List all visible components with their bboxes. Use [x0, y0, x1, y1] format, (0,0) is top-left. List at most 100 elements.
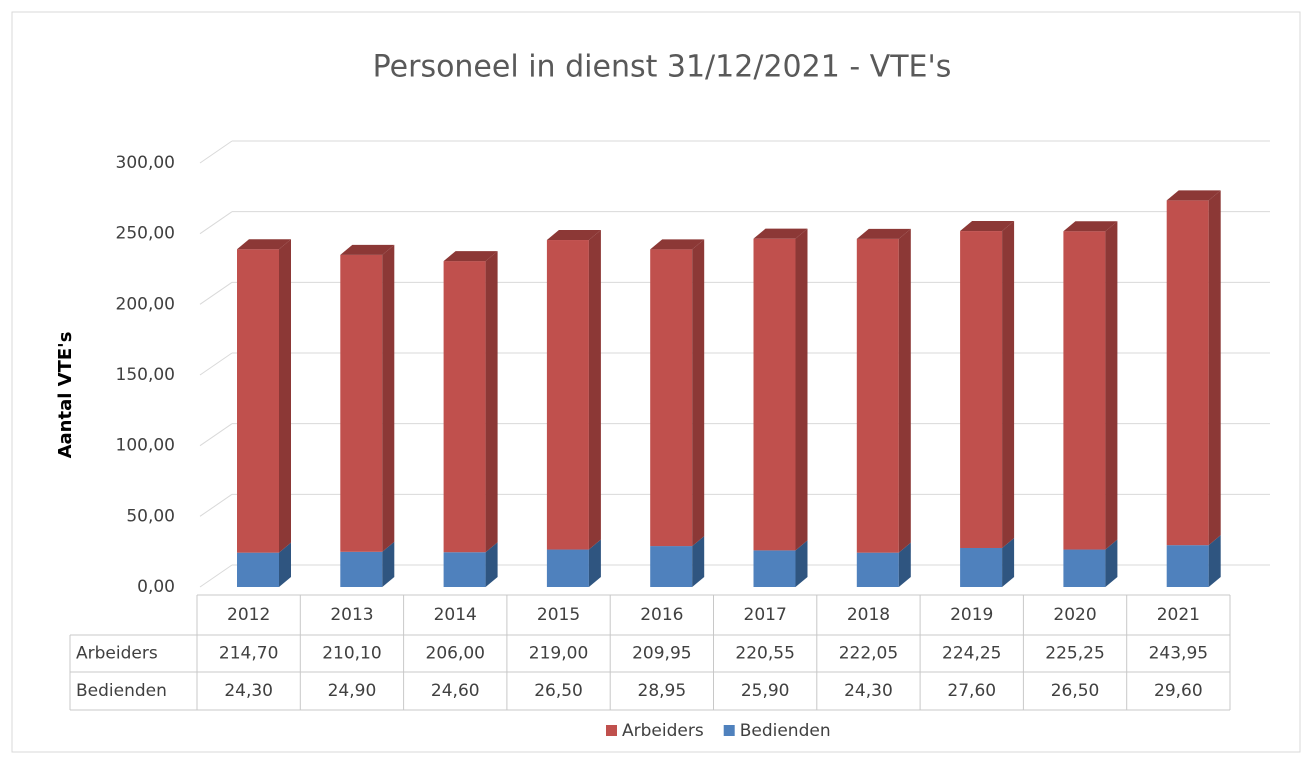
bar-side	[1002, 537, 1015, 587]
table-value: 206,00	[426, 644, 485, 664]
y-tick-label: 50,00	[126, 506, 175, 526]
bar	[546, 549, 589, 587]
x-tick-label: 2016	[640, 605, 683, 625]
table-value: 28,95	[638, 681, 687, 701]
bar-side	[382, 541, 395, 587]
bar	[340, 254, 383, 552]
bar	[960, 231, 1003, 548]
y-tick-label: 200,00	[116, 294, 175, 314]
bar-side	[588, 539, 601, 587]
bar	[650, 249, 693, 547]
bar	[237, 249, 279, 553]
bar-side	[795, 228, 808, 551]
bar-top	[960, 221, 1015, 232]
bar	[1063, 231, 1106, 550]
x-tick-label: 2021	[1157, 605, 1200, 625]
y-tick-label: 150,00	[116, 365, 175, 385]
chart-title: Personeel in dienst 31/12/2021 - VTE's	[373, 50, 952, 85]
bar-side	[898, 542, 911, 587]
bar-side	[1208, 535, 1221, 587]
table-value: 24,30	[224, 681, 273, 701]
x-tick-label: 2012	[227, 605, 270, 625]
bar-top	[1063, 221, 1118, 232]
table-value: 24,90	[328, 681, 377, 701]
grid-line-side	[199, 281, 233, 305]
bar	[237, 552, 279, 587]
bar	[753, 550, 796, 587]
bar-top	[1166, 190, 1221, 201]
bar	[443, 261, 486, 553]
table-value: 243,95	[1149, 644, 1208, 664]
grid-line-side	[199, 211, 233, 235]
grid-line-side	[199, 564, 233, 588]
bar-side	[1208, 190, 1221, 546]
bar-side	[692, 239, 705, 547]
legend-swatch	[606, 725, 617, 736]
bar-top	[340, 244, 395, 255]
bar	[753, 238, 796, 551]
table-value: 25,90	[741, 681, 790, 701]
bar-side	[1002, 221, 1015, 548]
bar	[960, 547, 1003, 587]
bar-top	[856, 228, 911, 239]
x-tick-label: 2015	[537, 605, 580, 625]
bar	[443, 552, 486, 587]
table-value: 210,10	[322, 644, 381, 664]
table-value: 24,60	[431, 681, 480, 701]
legend-label: Bedienden	[740, 721, 831, 741]
y-tick-label: 0,00	[137, 577, 175, 597]
bar-side	[382, 244, 395, 552]
grid-line-side	[199, 493, 233, 517]
legend-swatch	[723, 725, 735, 736]
x-tick-label: 2017	[744, 605, 787, 625]
grid-line-side	[199, 423, 233, 447]
bar	[856, 552, 899, 587]
bar-top	[237, 239, 291, 250]
bar	[546, 240, 589, 550]
y-axis-title: Aantal VTE's	[55, 332, 76, 459]
x-tick-label: 2018	[847, 605, 890, 625]
y-tick-label: 300,00	[116, 153, 175, 173]
y-tick-label: 250,00	[116, 224, 175, 244]
x-tick-label: 2019	[950, 605, 993, 625]
bar-top	[546, 230, 601, 241]
bar-side	[1105, 539, 1118, 587]
table-value: 27,60	[947, 681, 996, 701]
bar-side	[485, 251, 498, 553]
bar-top	[443, 251, 498, 262]
table-value: 214,70	[219, 644, 278, 664]
bar-side	[898, 228, 911, 553]
bar	[1063, 549, 1106, 587]
legend-label: Arbeiders	[622, 721, 704, 741]
table-row-label: Arbeiders	[76, 644, 158, 664]
bar-side	[795, 540, 808, 587]
bar	[1166, 200, 1209, 546]
bar-side	[279, 542, 291, 587]
table-row-label: Bedienden	[76, 681, 167, 701]
table-value: 220,55	[735, 644, 794, 664]
bar	[1166, 545, 1209, 587]
bar-side	[692, 536, 705, 587]
table-value: 219,00	[529, 644, 588, 664]
table-value: 26,50	[534, 681, 583, 701]
table-value: 225,25	[1045, 644, 1104, 664]
y-tick-label: 100,00	[116, 436, 175, 456]
bar-top	[650, 239, 705, 250]
bar-top	[753, 228, 808, 239]
bar-side	[1105, 221, 1118, 550]
table-value: 209,95	[632, 644, 691, 664]
bar	[650, 546, 693, 587]
table-value: 29,60	[1154, 681, 1203, 701]
bar	[856, 238, 899, 553]
bar-side	[588, 230, 601, 550]
x-tick-label: 2020	[1053, 605, 1096, 625]
table-value: 224,25	[942, 644, 1001, 664]
grid-line-side	[199, 140, 233, 164]
table-value: 26,50	[1051, 681, 1100, 701]
bar-side	[279, 239, 291, 553]
bar	[340, 551, 383, 587]
x-tick-label: 2014	[434, 605, 477, 625]
table-value: 24,30	[844, 681, 893, 701]
x-tick-label: 2013	[330, 605, 373, 625]
